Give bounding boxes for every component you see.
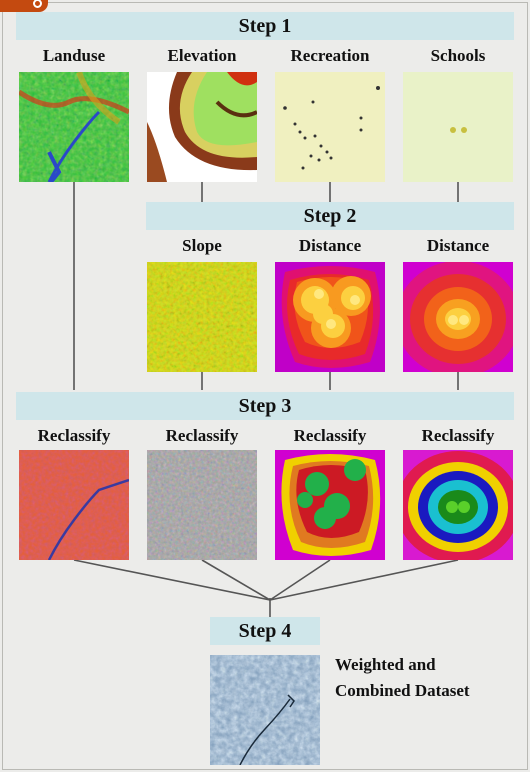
result-caption-line-2: Combined Dataset bbox=[335, 681, 470, 700]
step-1-banner: Step 1 bbox=[16, 12, 514, 40]
step-3-banner: Step 3 bbox=[16, 392, 514, 420]
result-caption-line-1: Weighted and bbox=[335, 655, 436, 674]
reclassified-landuse-map bbox=[19, 450, 129, 560]
label-reclassify-slope: Reclassify bbox=[165, 426, 239, 445]
label-landuse: Landuse bbox=[42, 46, 106, 65]
label-schools: Schools bbox=[430, 46, 486, 65]
reclassified-slope-map bbox=[147, 450, 257, 560]
schools-map bbox=[403, 72, 513, 182]
label-distance-recreation: Distance bbox=[298, 236, 362, 255]
label-recreation: Recreation bbox=[290, 46, 370, 65]
result-caption: Weighted and Combined Dataset bbox=[335, 652, 525, 704]
label-elevation: Elevation bbox=[167, 46, 237, 65]
label-reclassify-recreation: Reclassify bbox=[293, 426, 367, 445]
distance-recreation-map bbox=[275, 262, 385, 372]
elevation-map bbox=[147, 72, 257, 182]
landuse-map bbox=[19, 72, 129, 182]
slope-map bbox=[147, 262, 257, 372]
reclassified-schools-map bbox=[403, 450, 513, 560]
label-reclassify-landuse: Reclassify bbox=[37, 426, 111, 445]
corner-badge bbox=[0, 0, 48, 12]
badge-ring-icon bbox=[33, 0, 42, 8]
weighted-combined-map bbox=[210, 655, 320, 765]
step-2-banner: Step 2 bbox=[146, 202, 514, 230]
label-reclassify-schools: Reclassify bbox=[421, 426, 495, 445]
distance-schools-map bbox=[403, 262, 513, 372]
step-4-banner: Step 4 bbox=[210, 617, 320, 645]
label-slope: Slope bbox=[182, 236, 222, 255]
reclassified-recreation-map bbox=[275, 450, 385, 560]
recreation-map bbox=[275, 72, 385, 182]
label-distance-schools: Distance bbox=[426, 236, 490, 255]
